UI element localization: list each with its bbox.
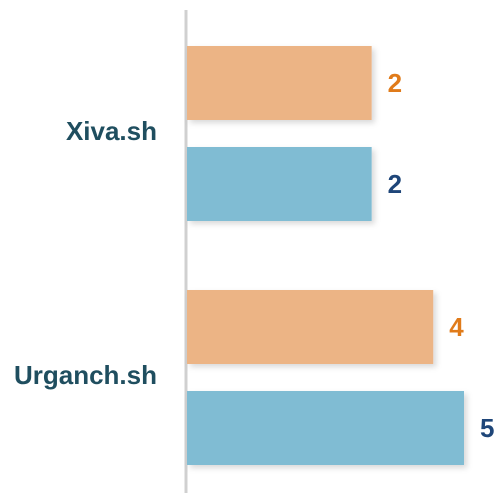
value-label: 4 [449,312,464,342]
bar [187,391,464,465]
category-label: Xiva.sh [66,116,157,146]
value-label: 5 [480,413,494,443]
bar [187,46,372,120]
value-label: 2 [388,68,402,98]
category-label: Urganch.sh [14,360,157,390]
bar [187,147,372,221]
value-label: 2 [388,169,402,199]
bar [187,290,434,364]
